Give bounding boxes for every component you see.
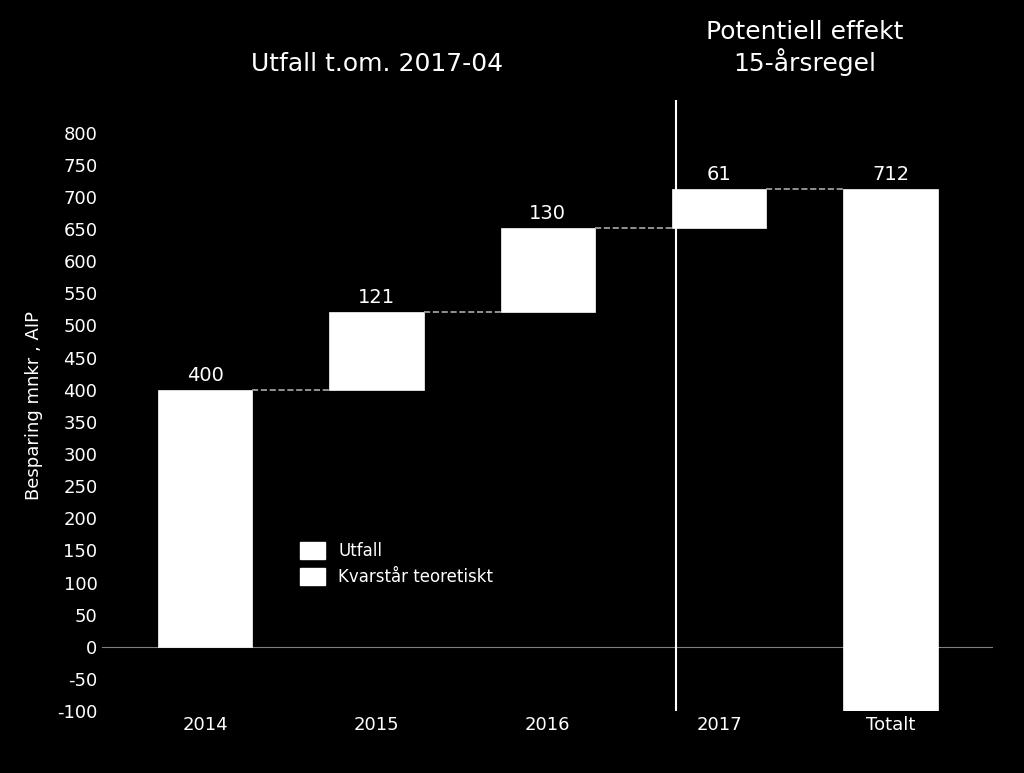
- Text: 400: 400: [186, 366, 223, 385]
- Text: Potentiell effekt
15-årsregel: Potentiell effekt 15-årsregel: [706, 19, 903, 76]
- Legend: Utfall, Kvarstår teoretiskt: Utfall, Kvarstår teoretiskt: [293, 535, 500, 593]
- Y-axis label: Besparing mnkr , AIP: Besparing mnkr , AIP: [26, 312, 43, 500]
- Text: 61: 61: [707, 165, 731, 184]
- Bar: [501, 228, 595, 312]
- Text: 121: 121: [358, 288, 395, 307]
- Text: 712: 712: [871, 165, 909, 184]
- Text: 130: 130: [529, 204, 566, 223]
- Bar: [672, 189, 766, 228]
- Text: Utfall t.om. 2017-04: Utfall t.om. 2017-04: [251, 52, 503, 76]
- Bar: [330, 312, 424, 390]
- Bar: [158, 390, 252, 647]
- Bar: [844, 189, 938, 711]
